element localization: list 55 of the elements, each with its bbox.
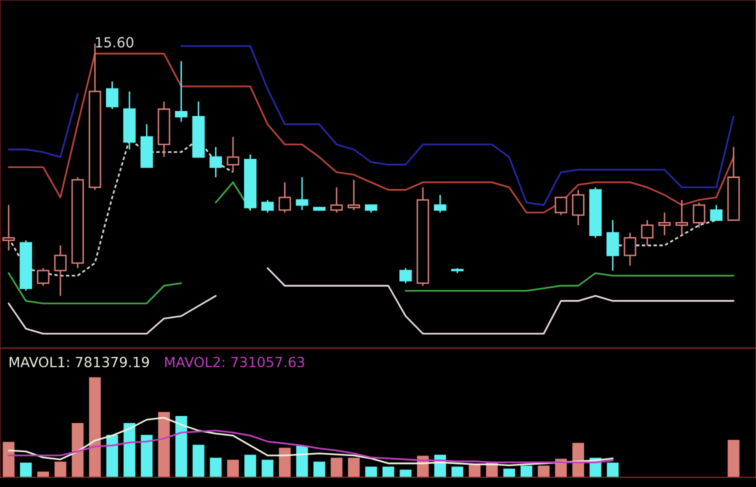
bar [72, 422, 84, 478]
bar [503, 468, 516, 478]
bar [20, 462, 32, 478]
candlestick [658, 212, 671, 236]
bar [555, 458, 567, 478]
bar [348, 458, 360, 478]
bar [296, 446, 308, 478]
candlestick [296, 176, 308, 211]
bar [124, 422, 136, 478]
candlestick [710, 204, 723, 221]
bar [244, 454, 256, 478]
bar [54, 462, 66, 478]
candlestick [330, 186, 343, 214]
candlestick [36, 267, 50, 286]
bar [330, 458, 342, 478]
candlestick [210, 146, 222, 178]
bar [365, 466, 377, 478]
candlestick [261, 199, 274, 214]
candlestick [692, 202, 706, 228]
bar [106, 434, 118, 478]
candlestick [54, 244, 67, 297]
candlestick [676, 199, 688, 236]
candlestick [641, 219, 654, 246]
candlestick [2, 204, 15, 252]
candlestick [434, 194, 446, 214]
bar [538, 466, 550, 478]
bar [2, 442, 15, 478]
bar [606, 462, 619, 478]
bar [728, 440, 740, 478]
candlestick [106, 80, 118, 110]
candlestick [278, 182, 292, 214]
candlestick [606, 219, 619, 272]
candlestick [399, 267, 412, 284]
bar [175, 416, 188, 478]
bar [313, 462, 326, 478]
bar [382, 466, 394, 478]
bar [452, 466, 464, 478]
candlestick [226, 136, 240, 173]
candlestick [175, 60, 188, 122]
candlestick [624, 232, 636, 266]
annotation: 15.60 [96, 37, 134, 48]
bar [158, 412, 170, 478]
candlestick [554, 196, 568, 216]
bar [210, 458, 222, 478]
text: MAVOL2: 731057.63 [165, 356, 304, 368]
bar [192, 444, 204, 478]
bar [262, 460, 274, 478]
bar [89, 377, 101, 478]
bar [400, 470, 412, 478]
bar [227, 460, 239, 478]
text: MAVOL1: 781379.19 [10, 356, 149, 368]
candlestick [348, 179, 360, 211]
candlestick [572, 189, 584, 226]
bar [140, 434, 153, 478]
bar [520, 466, 532, 478]
